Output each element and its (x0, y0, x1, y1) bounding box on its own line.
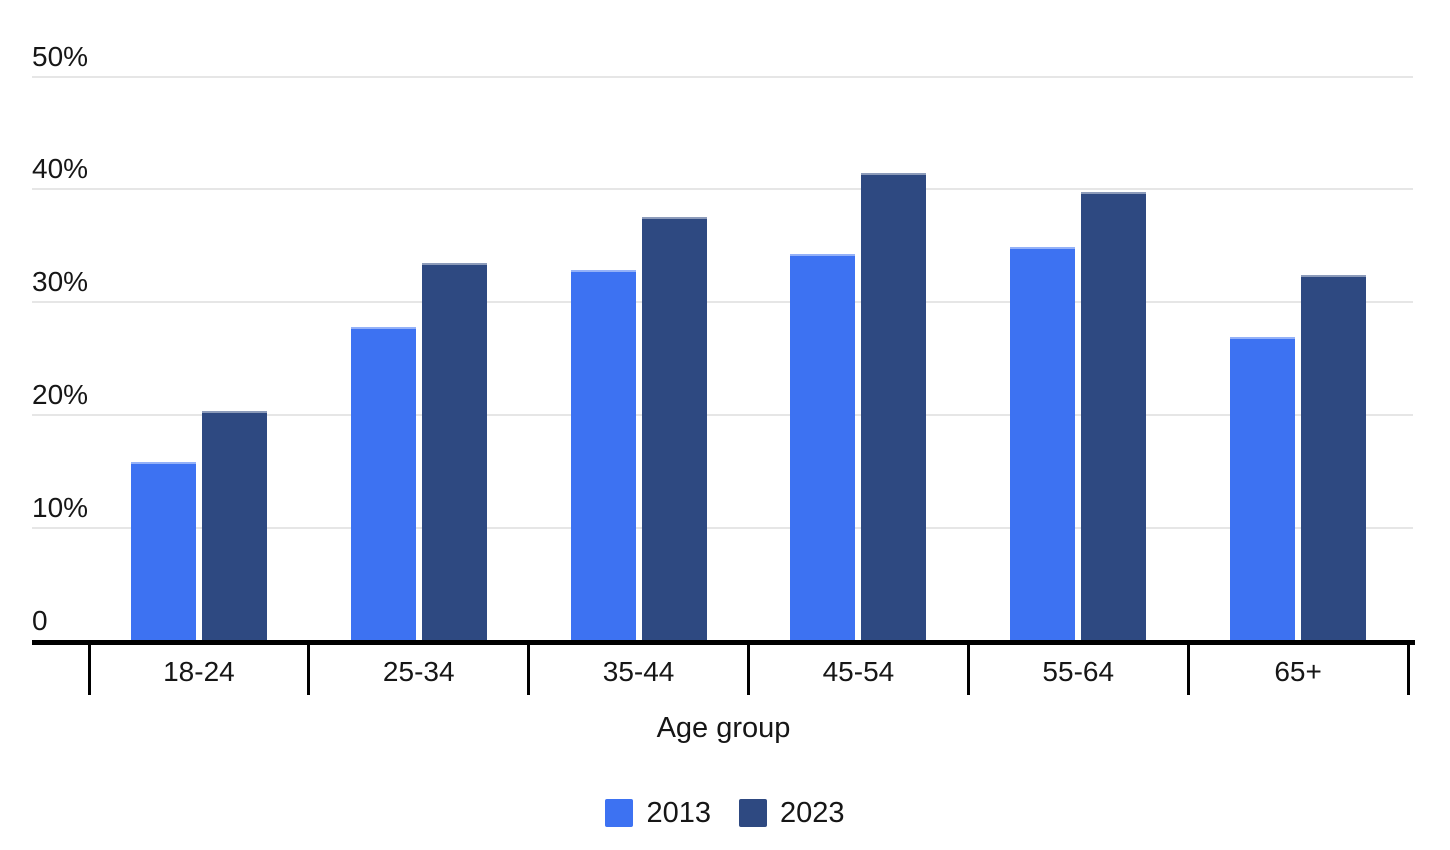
bar-2013-65+ (1230, 337, 1296, 640)
y-axis-label-0: 0 (32, 605, 48, 636)
bar-2013-18-24 (130, 461, 196, 640)
legend-label-2023: 2023 (780, 797, 845, 829)
bar-2023-35-44 (641, 216, 707, 640)
gridline-30 (32, 301, 1413, 304)
gridline-50 (32, 75, 1413, 78)
y-axis-label-50: 50% (32, 40, 89, 72)
legend: 2013 2023 (0, 793, 1450, 833)
bar-2023-55-64 (1081, 191, 1147, 640)
gridline-20 (32, 414, 1413, 417)
category-label-18-24: 18-24 (163, 656, 235, 687)
axis-tick-5 (1186, 640, 1190, 695)
gridline-10 (32, 527, 1413, 530)
bar-2023-65+ (1301, 275, 1367, 640)
y-axis-label-30: 30% (32, 266, 89, 298)
axis-tick-3 (747, 640, 750, 695)
legend-item-2023: 2023 (739, 795, 845, 831)
category-label-45-54: 45-54 (822, 656, 895, 687)
legend-item-2013: 2013 (605, 795, 711, 831)
bar-2023-25-34 (421, 262, 487, 640)
bar-2013-25-34 (350, 327, 416, 640)
axis-tick-4 (966, 640, 970, 695)
x-axis-title: Age group (656, 712, 791, 744)
category-label-25-34: 25-34 (382, 656, 455, 687)
bar-2013-35-44 (570, 269, 636, 640)
y-axis-label-10: 10% (32, 492, 89, 524)
bar-2013-45-54 (790, 253, 856, 640)
category-label-55-64: 55-64 (1042, 656, 1115, 687)
legend-swatch-2013 (605, 799, 634, 827)
legend-label-2013: 2013 (646, 797, 711, 829)
x-axis-line (32, 640, 1415, 645)
legend-swatch-2023 (739, 799, 767, 827)
axis-tick-6 (1406, 640, 1410, 695)
axis-tick-2 (527, 640, 531, 695)
gridline-40 (32, 188, 1413, 191)
y-axis-label-40: 40% (32, 153, 89, 185)
axis-tick-0 (87, 640, 91, 695)
category-label-65+: 65+ (1274, 656, 1322, 687)
bar-2013-55-64 (1010, 247, 1076, 640)
y-axis-label-20: 20% (32, 379, 89, 411)
axis-tick-1 (307, 640, 311, 695)
bar-2023-45-54 (861, 172, 927, 640)
category-label-35-44: 35-44 (602, 656, 675, 687)
bar-2023-18-24 (201, 410, 267, 640)
